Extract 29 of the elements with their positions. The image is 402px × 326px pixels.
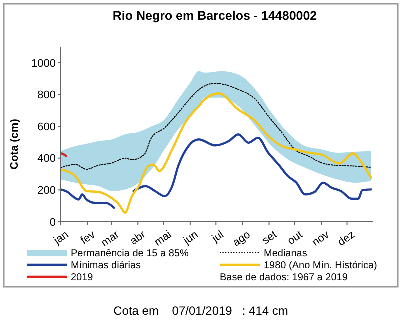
x-tick-label: jun bbox=[180, 228, 201, 248]
y-tick-label: 200 bbox=[38, 185, 56, 198]
x-tick-label: fev bbox=[78, 228, 98, 248]
legend-label: Permanência de 15 a 85% bbox=[71, 248, 189, 260]
x-tick-label: abr bbox=[128, 228, 149, 248]
x-tick-label: jul bbox=[210, 228, 226, 246]
x-tick-label: ago bbox=[230, 228, 253, 250]
y-tick-label: 1000 bbox=[32, 58, 56, 70]
legend-label: 2019 bbox=[71, 272, 94, 284]
legend-label: Medianas bbox=[264, 248, 308, 260]
x-tick-label: nov bbox=[310, 228, 332, 249]
line-series bbox=[60, 92, 372, 214]
y-tick-label: 400 bbox=[38, 153, 56, 166]
y-axis-title: Cota (cm) bbox=[9, 118, 21, 170]
x-tick-label: set bbox=[260, 228, 280, 248]
x-tick-label: mar bbox=[99, 228, 122, 250]
y-tick-label: 0 bbox=[50, 216, 56, 229]
x-tick-label: mai bbox=[152, 228, 174, 249]
x-tick-label: out bbox=[286, 228, 306, 248]
x-tick-label: dez bbox=[336, 228, 358, 249]
line-series bbox=[60, 83, 372, 170]
x-tick-label: jan bbox=[51, 228, 72, 248]
y-tick-label: 800 bbox=[38, 90, 56, 102]
text: Cota em 07/01/2019 : 414 cm bbox=[114, 304, 288, 318]
legend-label: 1980 (Ano Mín. Histórica) bbox=[264, 260, 378, 272]
y-tick-label: 600 bbox=[38, 121, 56, 134]
chart-title: Rio Negro em Barcelos - 14480002 bbox=[112, 9, 318, 23]
legend-label: Mínimas diárias bbox=[71, 260, 142, 272]
text: Base de dados: 1967 a 2019 bbox=[220, 272, 348, 284]
